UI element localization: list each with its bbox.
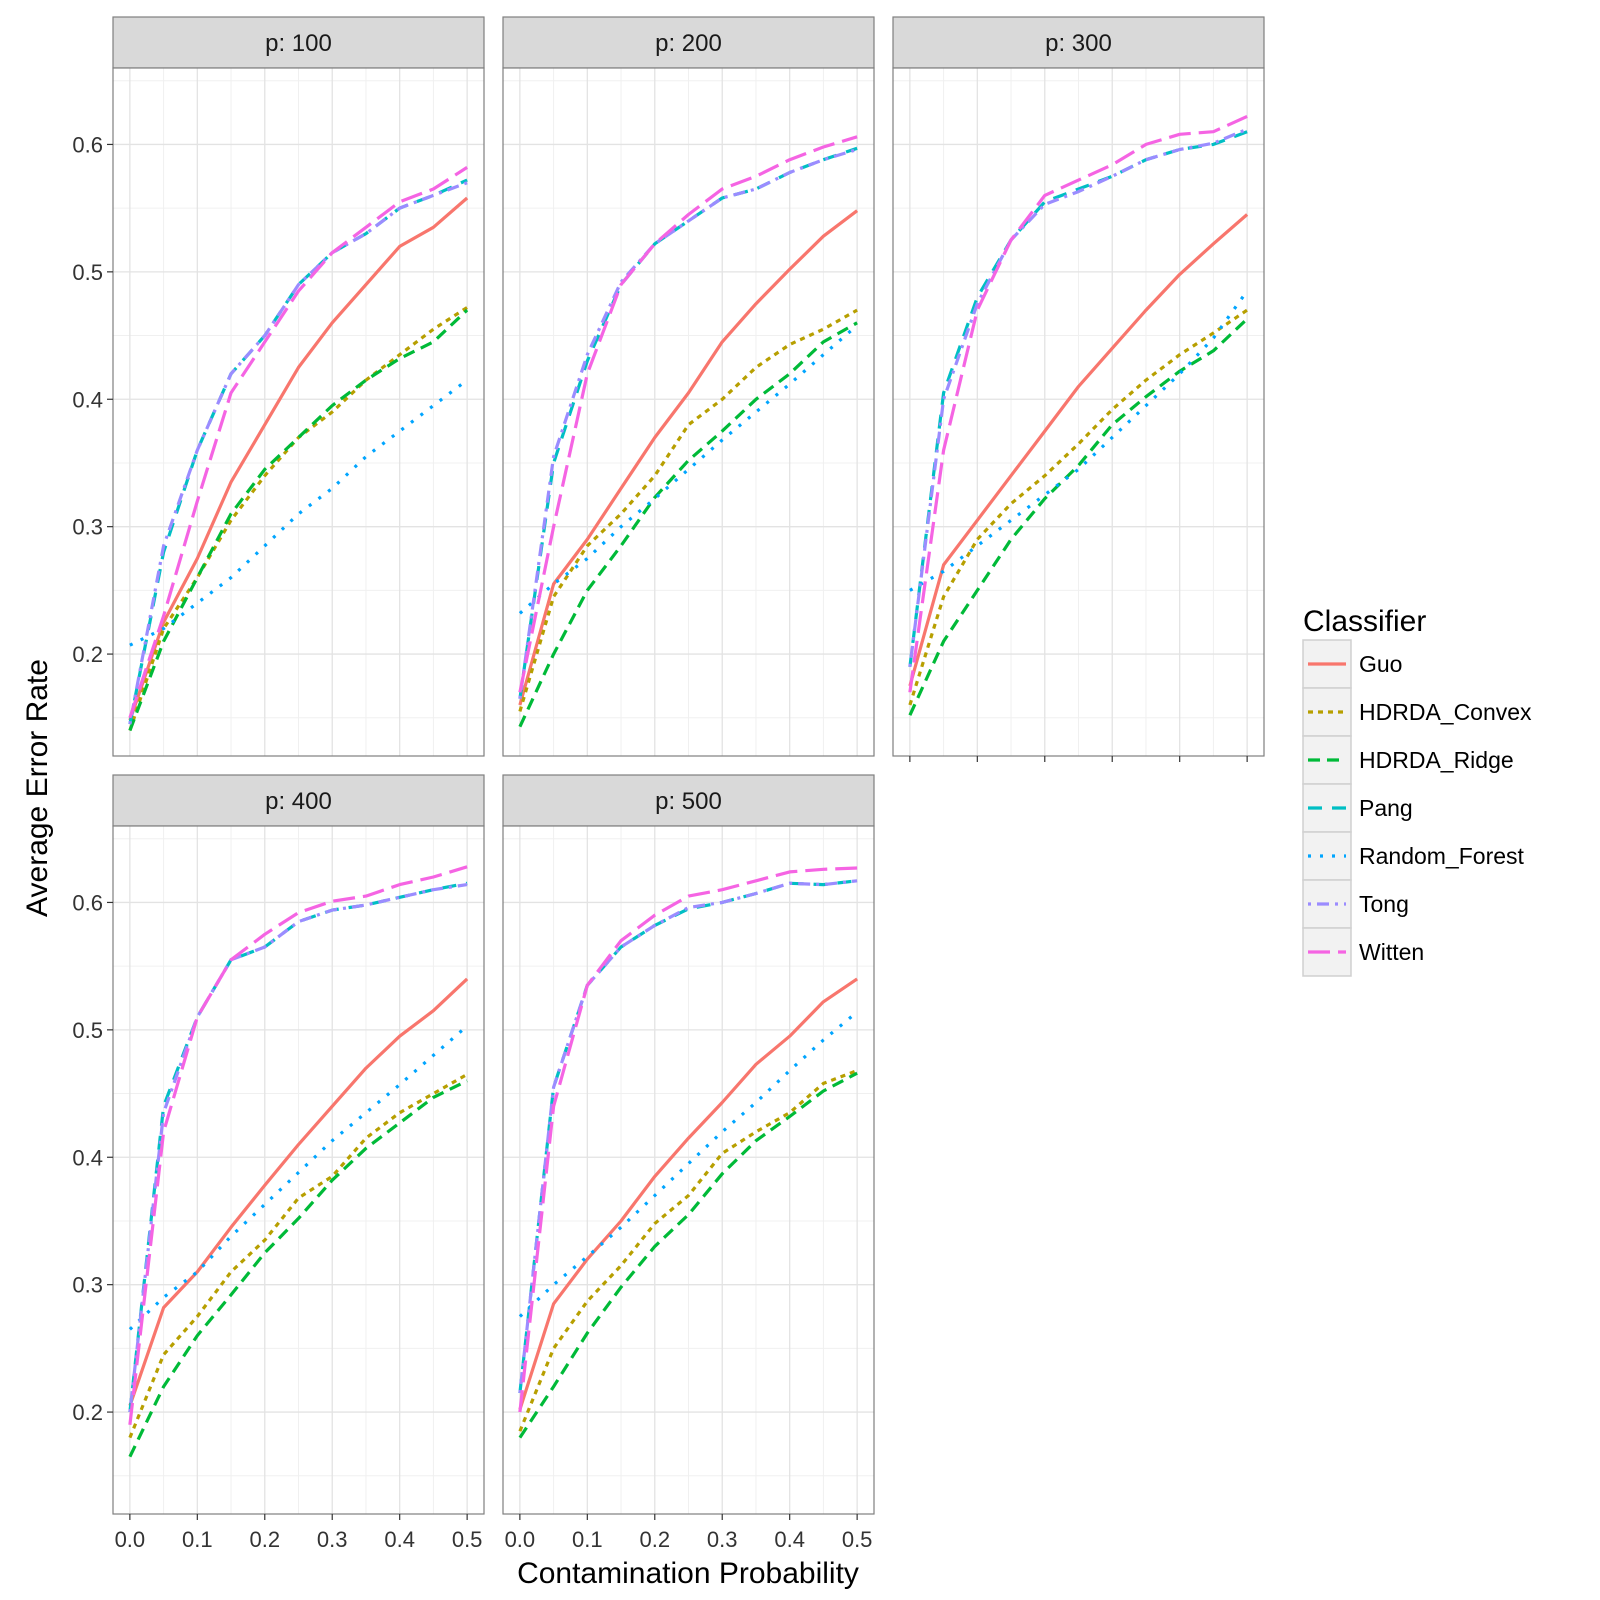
y-axis-title: Average Error Rate (21, 659, 54, 917)
y-tick-label: 0.6 (72, 132, 103, 157)
legend-label: Random_Forest (1359, 843, 1525, 869)
y-tick-label: 0.2 (72, 1400, 103, 1425)
y-tick-label: 0.4 (72, 1145, 103, 1170)
legend-item-hdrda-convex: HDRDA_Convex (1302, 687, 1532, 737)
panel-p-300: p: 300 (892, 16, 1265, 762)
series-line-guo (908, 213, 1249, 687)
facet-strip-label: p: 200 (655, 30, 722, 57)
legend-label: HDRDA_Convex (1359, 699, 1532, 725)
legend-label: Pang (1359, 795, 1413, 821)
panel-border (112, 67, 485, 757)
x-tick-label: 0.1 (182, 1527, 213, 1552)
legend-title: Classifier (1303, 605, 1426, 638)
series-line-witten (128, 865, 468, 1425)
series-line-hdrda-convex (128, 1073, 468, 1439)
legend-label: Guo (1359, 651, 1402, 677)
y-tick-label: 0.4 (72, 387, 103, 412)
legend-item-guo: Guo (1302, 639, 1402, 689)
series-line-witten (518, 135, 858, 693)
series-line-hdrda-convex (518, 1069, 858, 1432)
x-tick-label: 0.4 (384, 1527, 415, 1552)
series-line-guo (128, 977, 469, 1407)
x-tick-label: 0.1 (572, 1527, 603, 1552)
panel-p-100: p: 100 0.2 0.3 0.4 0.5 0.6 (72, 16, 485, 757)
x-tick-label: 0.4 (774, 1527, 805, 1552)
panel-border (502, 825, 875, 1515)
series-line-witten (128, 166, 468, 719)
x-tick-label: 0.0 (505, 1527, 536, 1552)
series-line-tong (518, 879, 858, 1394)
x-tick-label: 0.0 (115, 1527, 146, 1552)
y-tick-label: 0.3 (72, 1273, 103, 1298)
legend-item-witten: Witten (1302, 927, 1424, 977)
x-tick-label: 0.2 (639, 1527, 670, 1552)
panel-p-500: p: 500 0.0 0.1 0.2 0.3 0.4 0.5 (502, 774, 875, 1552)
y-tick-label: 0.3 (72, 515, 103, 540)
legend-item-hdrda-ridge: HDRDA_Ridge (1302, 735, 1514, 785)
facet-strip (892, 16, 1265, 69)
facet-strip-label: p: 400 (265, 788, 332, 815)
series-line-guo (128, 196, 469, 721)
legend-label: HDRDA_Ridge (1359, 747, 1514, 773)
x-tick-label: 0.2 (249, 1527, 280, 1552)
legend-label: Tong (1359, 891, 1409, 917)
facet-strip (112, 16, 485, 69)
facet-strip-label: p: 500 (655, 788, 722, 815)
panel-p-400: p: 400 0.2 0.3 0.4 0.5 0.6 0.0 0.1 0.2 0.3 0.4 0.5 (72, 774, 485, 1552)
panel-border (892, 67, 1265, 757)
series-line-witten (518, 866, 858, 1413)
panel-p-200: p: 200 (502, 16, 875, 757)
x-axis-title: Contamination Probability (517, 1557, 859, 1590)
panel-border (502, 67, 875, 757)
series-line-guo (518, 209, 859, 706)
facet-strip-label: p: 100 (265, 30, 332, 57)
series-line-hdrda-ridge (518, 321, 858, 728)
facet-strip (502, 774, 875, 827)
series-line-random-forest (518, 324, 859, 615)
legend-key (1302, 831, 1352, 881)
series-line-hdrda-ridge (128, 1079, 468, 1458)
x-tick-label: 0.3 (317, 1527, 348, 1552)
y-tick-label: 0.5 (72, 260, 103, 285)
panel-border (112, 825, 485, 1515)
series-line-tong (518, 147, 858, 699)
series-line-tong (128, 883, 468, 1413)
x-tick-label: 0.3 (707, 1527, 738, 1552)
x-tick-label: 0.5 (452, 1527, 483, 1552)
series-line-hdrda-ridge (128, 308, 469, 732)
y-tick-label: 0.6 (72, 890, 103, 915)
x-tick-label: 0.5 (842, 1527, 873, 1552)
series-line-hdrda-ridge (908, 317, 1249, 716)
legend: Classifier Guo HDRDA_Convex HDRDA_Ridge Pan… (1302, 605, 1532, 977)
series-line-witten (908, 114, 1248, 693)
legend-item-random-forest: Random_Forest (1302, 831, 1525, 881)
series-line-guo (518, 977, 858, 1410)
series-line-tong (908, 127, 1248, 667)
y-tick-label: 0.2 (72, 642, 103, 667)
legend-item-tong: Tong (1302, 879, 1409, 929)
legend-item-pang: Pang (1302, 783, 1413, 833)
series-line-hdrda-convex (128, 306, 468, 732)
series-line-tong (128, 181, 468, 725)
series-line-random-forest (128, 1024, 469, 1331)
legend-label: Witten (1359, 939, 1424, 965)
series-line-hdrda-convex (518, 308, 858, 712)
series-line-pang (128, 178, 468, 725)
y-tick-label: 0.5 (72, 1018, 103, 1043)
series-line-hdrda-ridge (518, 1071, 858, 1439)
facet-strip (502, 16, 875, 69)
facet-strip-label: p: 300 (1045, 30, 1112, 57)
